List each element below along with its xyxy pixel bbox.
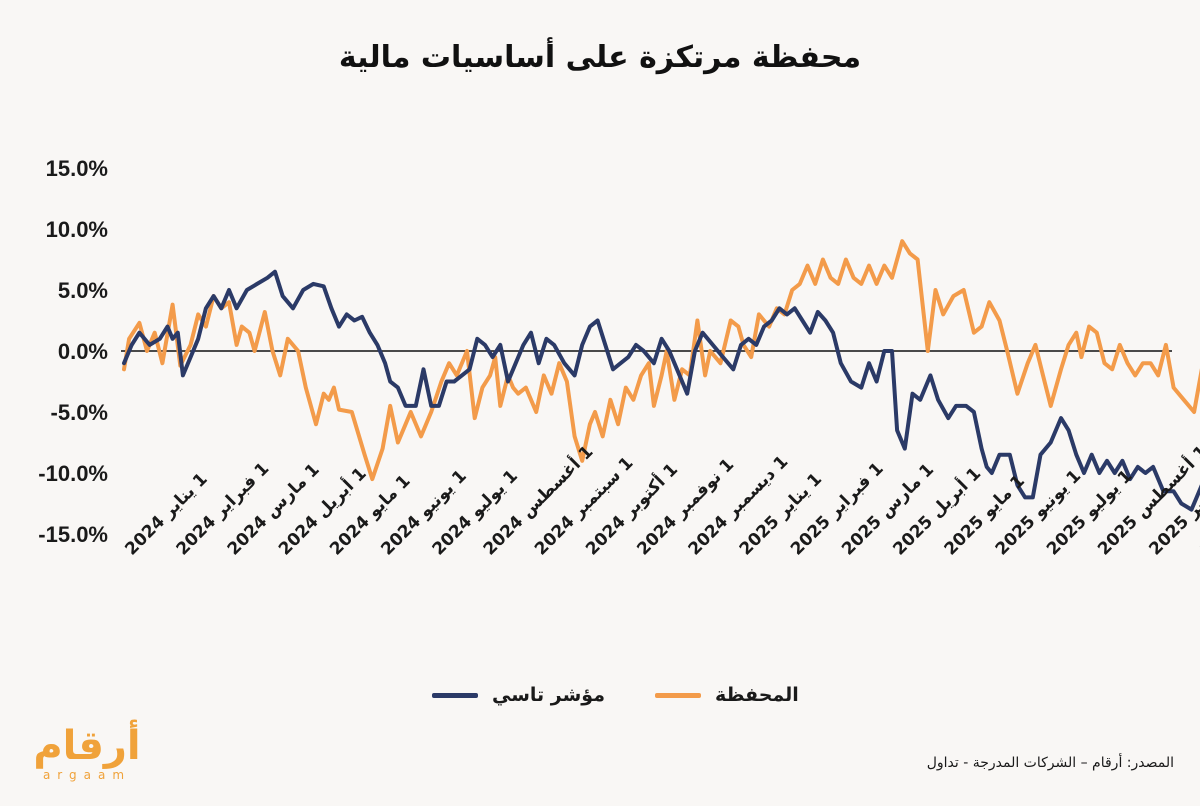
x-tick-label: 1 مارس 2025 bbox=[838, 460, 938, 560]
logo-latin-text: argaam bbox=[42, 768, 132, 782]
legend-index-label: مؤشر تاسي bbox=[492, 684, 605, 706]
y-axis-labels: 15.0% 10.0% 5.0% 0.0% -5.0% -10.0% -15.0% bbox=[38, 156, 108, 547]
y-tick-label: 10.0% bbox=[46, 217, 108, 242]
x-tick-label: 1 أبريل 2025 bbox=[888, 462, 985, 559]
legend-index: مؤشر تاسي bbox=[432, 684, 605, 706]
y-tick-label: 5.0% bbox=[58, 278, 108, 303]
y-tick-label: -15.0% bbox=[38, 522, 108, 547]
y-tick-label: -5.0% bbox=[51, 400, 108, 425]
series-line-tasi bbox=[122, 269, 1200, 512]
logo-arabic-text: أرقام bbox=[33, 723, 141, 769]
y-tick-label: 0.0% bbox=[58, 339, 108, 364]
legend-portfolio-label: المحفظة bbox=[715, 684, 799, 706]
series-line-portfolio bbox=[122, 239, 1200, 482]
x-tick-label: 1 مارس 2024 bbox=[224, 460, 324, 560]
y-tick-label: 15.0% bbox=[46, 156, 108, 181]
x-tick-label: 1 فبراير 2024 bbox=[173, 459, 274, 560]
source-note: المصدر: أرقام – الشركات المدرجة - تداول bbox=[926, 755, 1174, 771]
x-tick-label: 1 فبراير 2025 bbox=[787, 459, 888, 560]
x-tick-label: 1 أبريل 2024 bbox=[274, 462, 371, 559]
legend-portfolio-swatch bbox=[655, 692, 701, 698]
legend-index-swatch bbox=[432, 692, 478, 698]
y-tick-label: -10.0% bbox=[38, 461, 108, 486]
legend-portfolio: المحفظة bbox=[655, 684, 799, 706]
argaam-logo: أرقام argaam bbox=[22, 724, 152, 794]
chart-title: محفظة مرتكزة على أساسيات مالية bbox=[338, 40, 862, 75]
x-tick-label: 1 أكتوبر 2024 bbox=[581, 458, 682, 559]
series-layer bbox=[122, 239, 1200, 512]
